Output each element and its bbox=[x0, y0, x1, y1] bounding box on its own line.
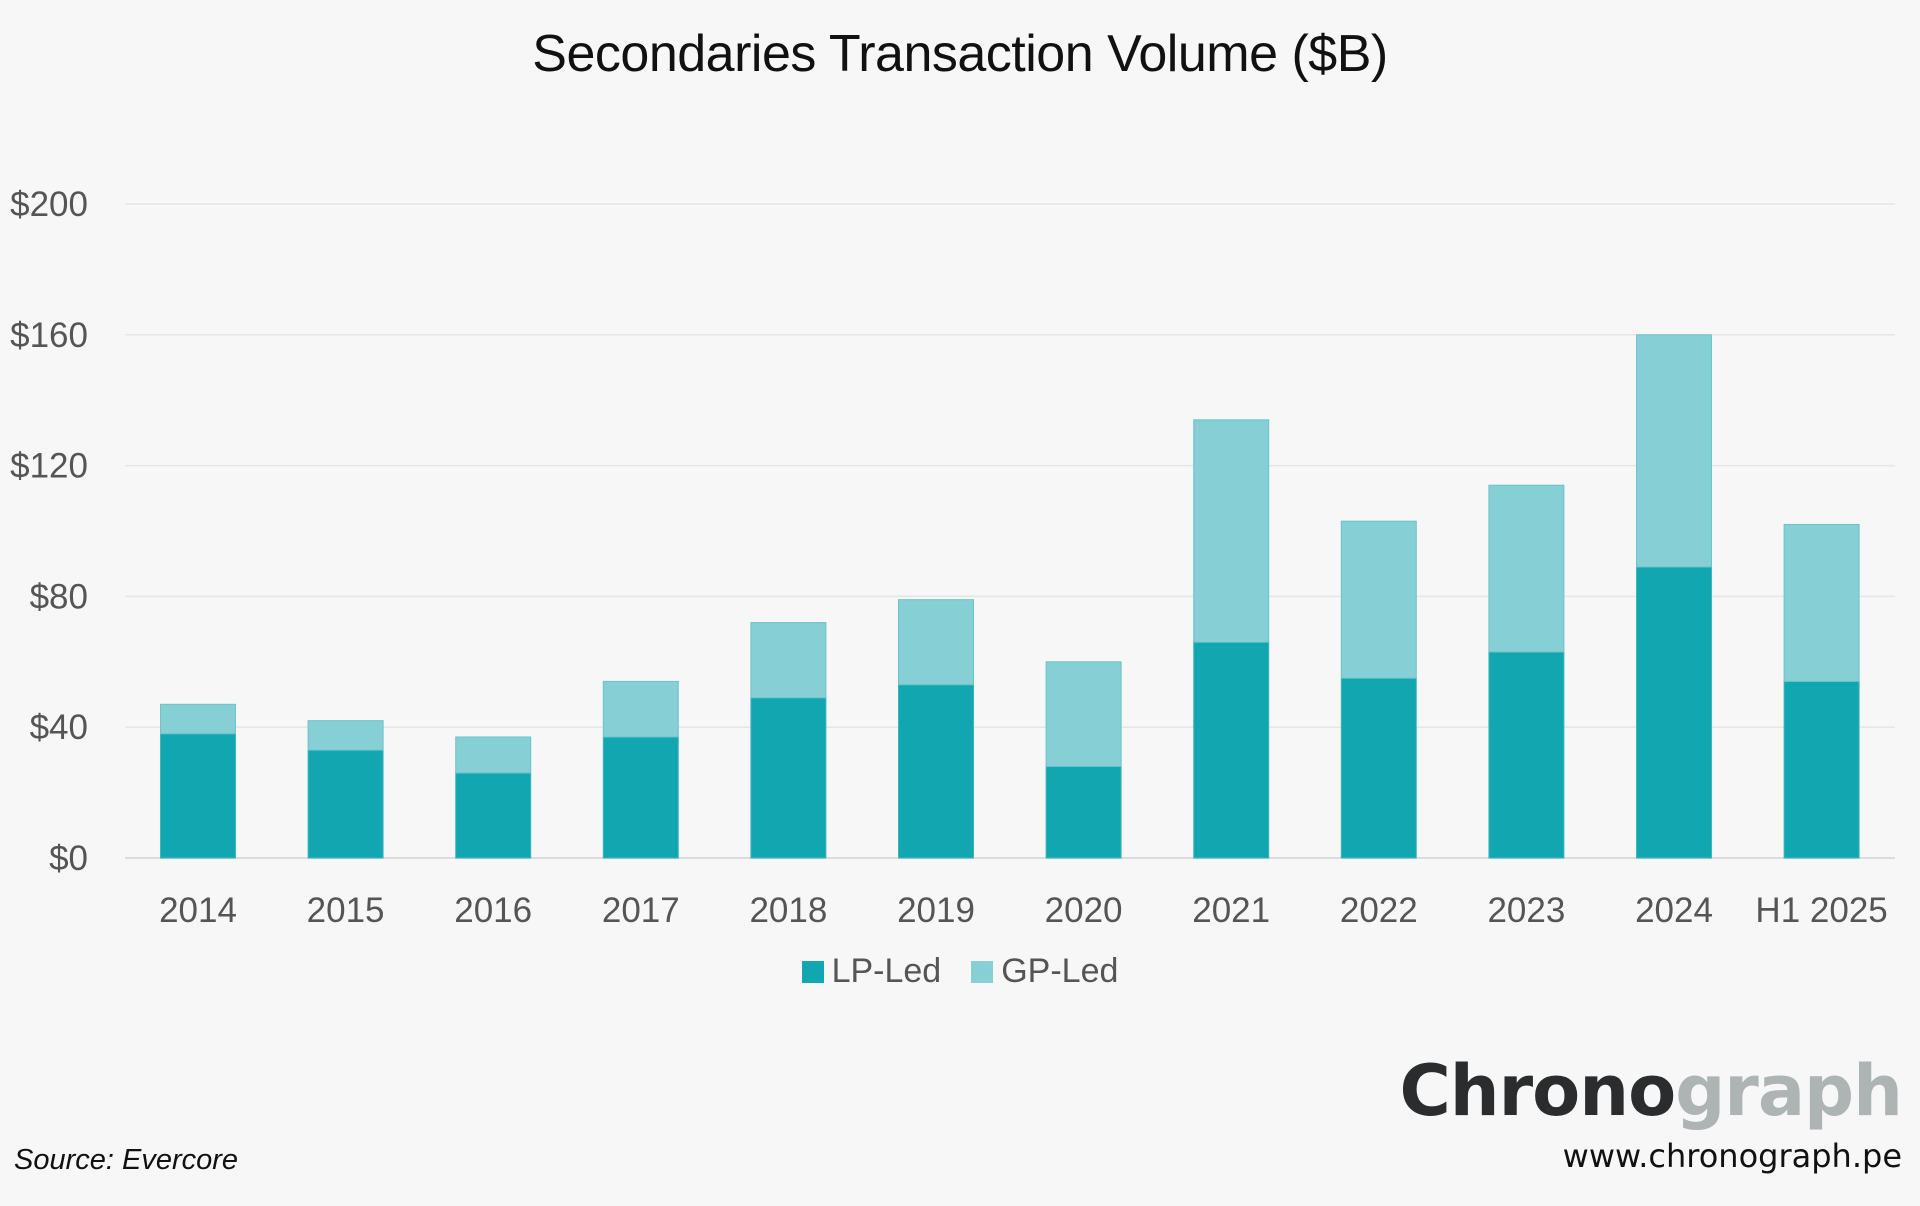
x-tick-label: 2023 bbox=[1487, 891, 1565, 930]
bar-lp-led-2016[interactable] bbox=[455, 772, 532, 859]
chart-plot: $0$40$80$120$160$200 2014 2015 2016 2017 201… bbox=[10, 185, 1895, 930]
bar-gp-led-2023[interactable] bbox=[1488, 484, 1565, 653]
bar-lp-led-2018[interactable] bbox=[750, 697, 827, 859]
y-tick-label: $0 bbox=[49, 839, 88, 878]
x-tick-label: 2018 bbox=[749, 891, 827, 930]
bar-lp-led-2022[interactable] bbox=[1340, 677, 1417, 859]
bar-gp-led-2018[interactable] bbox=[750, 622, 827, 699]
bar-lp-led-2020[interactable] bbox=[1045, 765, 1122, 859]
bar-lp-led-2014[interactable] bbox=[160, 733, 236, 859]
y-tick-label: $120 bbox=[10, 447, 88, 486]
bar-gp-led-2014[interactable] bbox=[160, 703, 236, 735]
bar-gp-led-2024[interactable] bbox=[1636, 334, 1712, 568]
bar-lp-led-2015[interactable] bbox=[307, 749, 384, 859]
bar-gp-led-2020[interactable] bbox=[1045, 661, 1122, 767]
bar-gp-led-2019[interactable] bbox=[898, 599, 974, 686]
legend-label-gp-led: GP-Led bbox=[1001, 952, 1119, 990]
source-note: Source: Evercore bbox=[14, 1144, 239, 1176]
chronograph-logo: Chronograph bbox=[1399, 1050, 1903, 1132]
x-tick-label: 2017 bbox=[602, 891, 680, 930]
x-axis-ticks: 2014 2015 2016 2017 2018 2019 2020 2021 2022 2023… bbox=[159, 891, 1888, 930]
legend-item-lp-led[interactable]: LP-Led bbox=[801, 952, 942, 991]
x-tick-label: 2022 bbox=[1340, 891, 1418, 930]
bar-gp-led-2017[interactable] bbox=[602, 680, 679, 738]
x-tick-label: 2019 bbox=[897, 891, 975, 930]
x-tick-label: 2024 bbox=[1635, 891, 1713, 930]
gridlines bbox=[125, 203, 1895, 859]
chart-title: Secondaries Transaction Volume ($B) bbox=[532, 25, 1388, 83]
legend: LP-Led GP-Led bbox=[0, 952, 1920, 991]
x-tick-label: 2020 bbox=[1045, 891, 1123, 930]
bar-lp-led-2017[interactable] bbox=[602, 736, 679, 859]
legend-item-gp-led[interactable]: GP-Led bbox=[971, 952, 1118, 991]
x-tick-label: 2014 bbox=[159, 891, 237, 930]
x-tick-label: 2015 bbox=[307, 891, 385, 930]
bar-gp-led-h1-2025[interactable] bbox=[1783, 523, 1860, 682]
logo-text-dark: Chrono bbox=[1399, 1050, 1676, 1132]
bar-lp-led-2021[interactable] bbox=[1193, 641, 1270, 859]
x-tick-label: H1 2025 bbox=[1755, 891, 1887, 930]
legend-swatch-gp-led bbox=[971, 960, 994, 983]
x-tick-label: 2016 bbox=[454, 891, 532, 930]
y-tick-label: $200 bbox=[10, 185, 88, 224]
logo-text-light: graph bbox=[1675, 1050, 1903, 1132]
y-axis-ticks: $0 $40 $80 $120 $160 $200 bbox=[10, 185, 88, 878]
bar-gp-led-2021[interactable] bbox=[1193, 419, 1270, 643]
bar-lp-led-2024[interactable] bbox=[1636, 566, 1712, 859]
bar-gp-led-2015[interactable] bbox=[307, 720, 384, 751]
x-tick-label: 2021 bbox=[1192, 891, 1270, 930]
bar-gp-led-2016[interactable] bbox=[455, 736, 532, 774]
y-tick-label: $80 bbox=[30, 577, 88, 616]
bar-lp-led-2023[interactable] bbox=[1488, 651, 1565, 859]
bar-lp-led-h1-2025[interactable] bbox=[1783, 680, 1860, 859]
bars bbox=[160, 334, 1860, 859]
y-tick-label: $160 bbox=[10, 316, 88, 355]
website-url[interactable]: www.chronograph.pe bbox=[1562, 1137, 1902, 1175]
legend-label-lp-led: LP-Led bbox=[831, 952, 942, 990]
y-tick-label: $40 bbox=[30, 708, 88, 747]
bar-lp-led-2019[interactable] bbox=[898, 684, 974, 859]
legend-swatch-lp-led bbox=[801, 960, 824, 983]
bar-gp-led-2022[interactable] bbox=[1340, 520, 1417, 679]
